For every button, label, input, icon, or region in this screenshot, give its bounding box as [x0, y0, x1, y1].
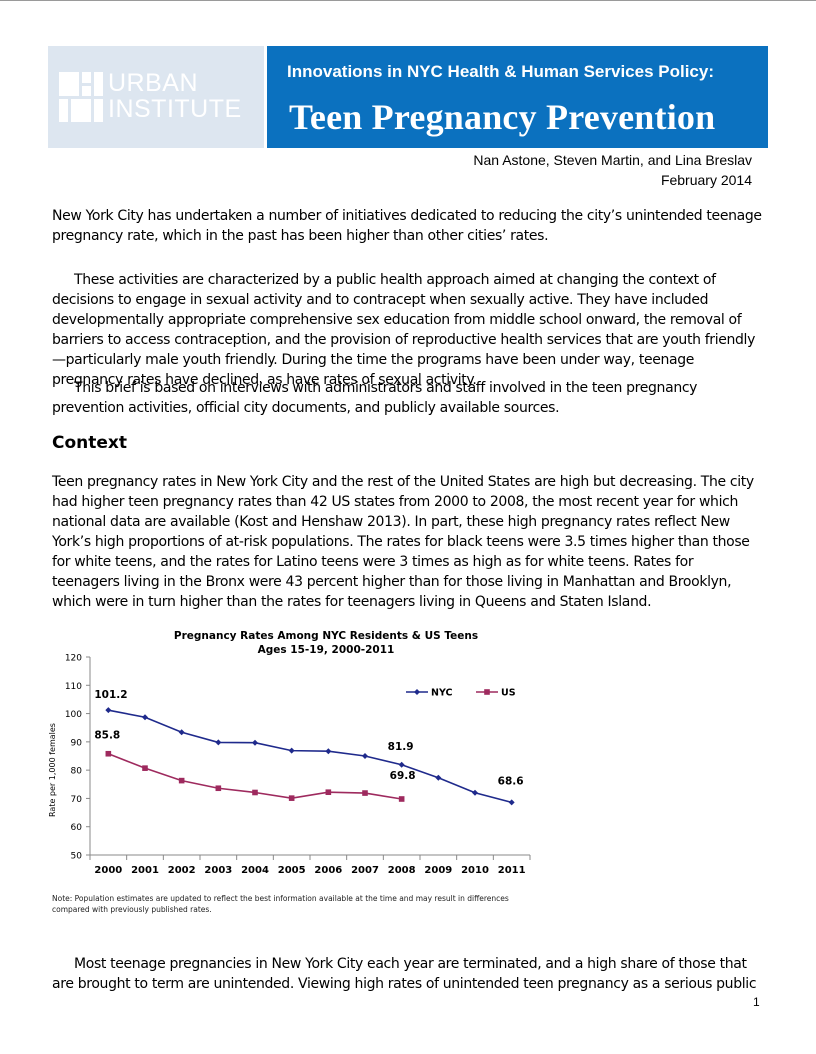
x-tick-label: 2003	[204, 865, 232, 876]
logo-grid-icon	[59, 72, 103, 122]
data-point-us	[288, 795, 295, 801]
x-tick-label: 2004	[241, 865, 269, 876]
data-point-nyc	[435, 774, 442, 781]
x-tick-label: 2000	[94, 865, 122, 876]
data-point-nyc	[288, 747, 295, 754]
data-point-nyc	[398, 761, 405, 768]
data-point-nyc	[142, 714, 148, 721]
x-tick-label: 2011	[498, 865, 526, 876]
data-point-us	[178, 777, 185, 784]
data-point-us	[142, 765, 148, 771]
data-point-nyc	[325, 748, 332, 755]
y-tick-label: 60	[71, 823, 83, 833]
x-tick-label: 2008	[388, 865, 416, 876]
chart-series-group	[105, 707, 515, 806]
series-line-nyc	[108, 709, 512, 804]
chart-legend: NYC US	[406, 688, 516, 699]
byline: Nan Astone, Steven Martin, and Lina Bres…	[473, 150, 752, 190]
logo-line-1: URBAN	[108, 69, 199, 97]
chart-note: Note: Population estimates are updated t…	[52, 894, 509, 914]
data-point-nyc	[178, 729, 185, 736]
data-point-nyc	[362, 753, 368, 759]
urban-institute-logo: URBAN INSTITUTE	[48, 46, 264, 148]
data-label: 69.8	[390, 770, 416, 782]
data-label: 101.2	[94, 689, 127, 701]
top-rule	[0, 0, 816, 1]
paragraph-approach: These activities are characterized by a …	[52, 272, 756, 388]
series-title: Innovations in NYC Health & Human Servic…	[287, 62, 714, 81]
logo-line-2: INSTITUTE	[108, 95, 242, 123]
data-point-us	[252, 789, 258, 796]
legend-label-nyc: NYC	[431, 688, 452, 699]
logo-wordmark: URBAN INSTITUTE	[108, 70, 242, 122]
x-tick-label: 2010	[461, 865, 489, 876]
y-tick-label: 50	[71, 852, 83, 862]
data-point-us	[215, 785, 222, 792]
data-point-nyc	[508, 799, 515, 806]
y-tick-label: 100	[65, 710, 82, 720]
data-point-nyc	[472, 789, 478, 796]
x-tick-label: 2005	[278, 865, 306, 876]
legend-marker-us	[484, 689, 490, 695]
legend-marker-nyc	[414, 689, 420, 695]
x-tick-label: 2009	[424, 865, 452, 876]
chart-subtitle: Ages 15-19, 2000-2011	[258, 644, 395, 656]
publication-date: February 2014	[660, 172, 752, 188]
x-tick-label: 2002	[168, 865, 196, 876]
x-tick-label: 2001	[131, 865, 159, 876]
paragraph-sources: This brief is based on interviews with a…	[52, 380, 698, 416]
y-tick-label: 80	[71, 767, 83, 777]
legend-label-us: US	[501, 688, 516, 699]
page-title: Teen Pregnancy Prevention	[289, 97, 716, 137]
chart-y-axis-label: Rate per 1,000 females	[48, 723, 57, 817]
x-tick-label: 2007	[351, 865, 379, 876]
data-point-nyc	[105, 707, 112, 714]
data-label: 85.8	[94, 730, 120, 742]
authors: Nan Astone, Steven Martin, and Lina Bres…	[473, 152, 752, 168]
chart-title: Pregnancy Rates Among NYC Residents & US…	[174, 630, 478, 642]
x-tick-label: 2006	[314, 865, 342, 876]
y-tick-label: 70	[71, 795, 83, 805]
data-label: 68.6	[498, 775, 524, 787]
pregnancy-rates-chart: Pregnancy Rates Among NYC Residents & US…	[48, 630, 531, 876]
y-tick-label: 90	[71, 738, 83, 748]
paragraph-context: Teen pregnancy rates in New York City an…	[52, 474, 754, 610]
data-point-nyc	[252, 739, 258, 746]
title-banner: Innovations in NYC Health & Human Servic…	[267, 46, 768, 148]
y-tick-label: 120	[65, 654, 82, 664]
chart-axes: 50 60 70 80 90 100 110 120 2000 2001 2002 2003 2004 2…	[65, 654, 531, 876]
paragraph-terminations: Most teenage pregnancies in New York Cit…	[52, 956, 757, 992]
data-point-us	[105, 750, 112, 757]
page-number: 1	[753, 995, 760, 1009]
chart-data-labels: 101.2 85.8 81.9 69.8 68.6	[94, 689, 523, 787]
paragraph-intro: New York City has undertaken a number of…	[52, 208, 762, 244]
y-tick-label: 110	[65, 682, 82, 692]
data-point-us	[398, 796, 405, 802]
data-point-us	[362, 790, 368, 796]
data-point-nyc	[215, 739, 222, 746]
section-heading-context: Context	[52, 433, 128, 453]
data-label: 81.9	[388, 741, 414, 753]
data-point-us	[325, 789, 332, 796]
